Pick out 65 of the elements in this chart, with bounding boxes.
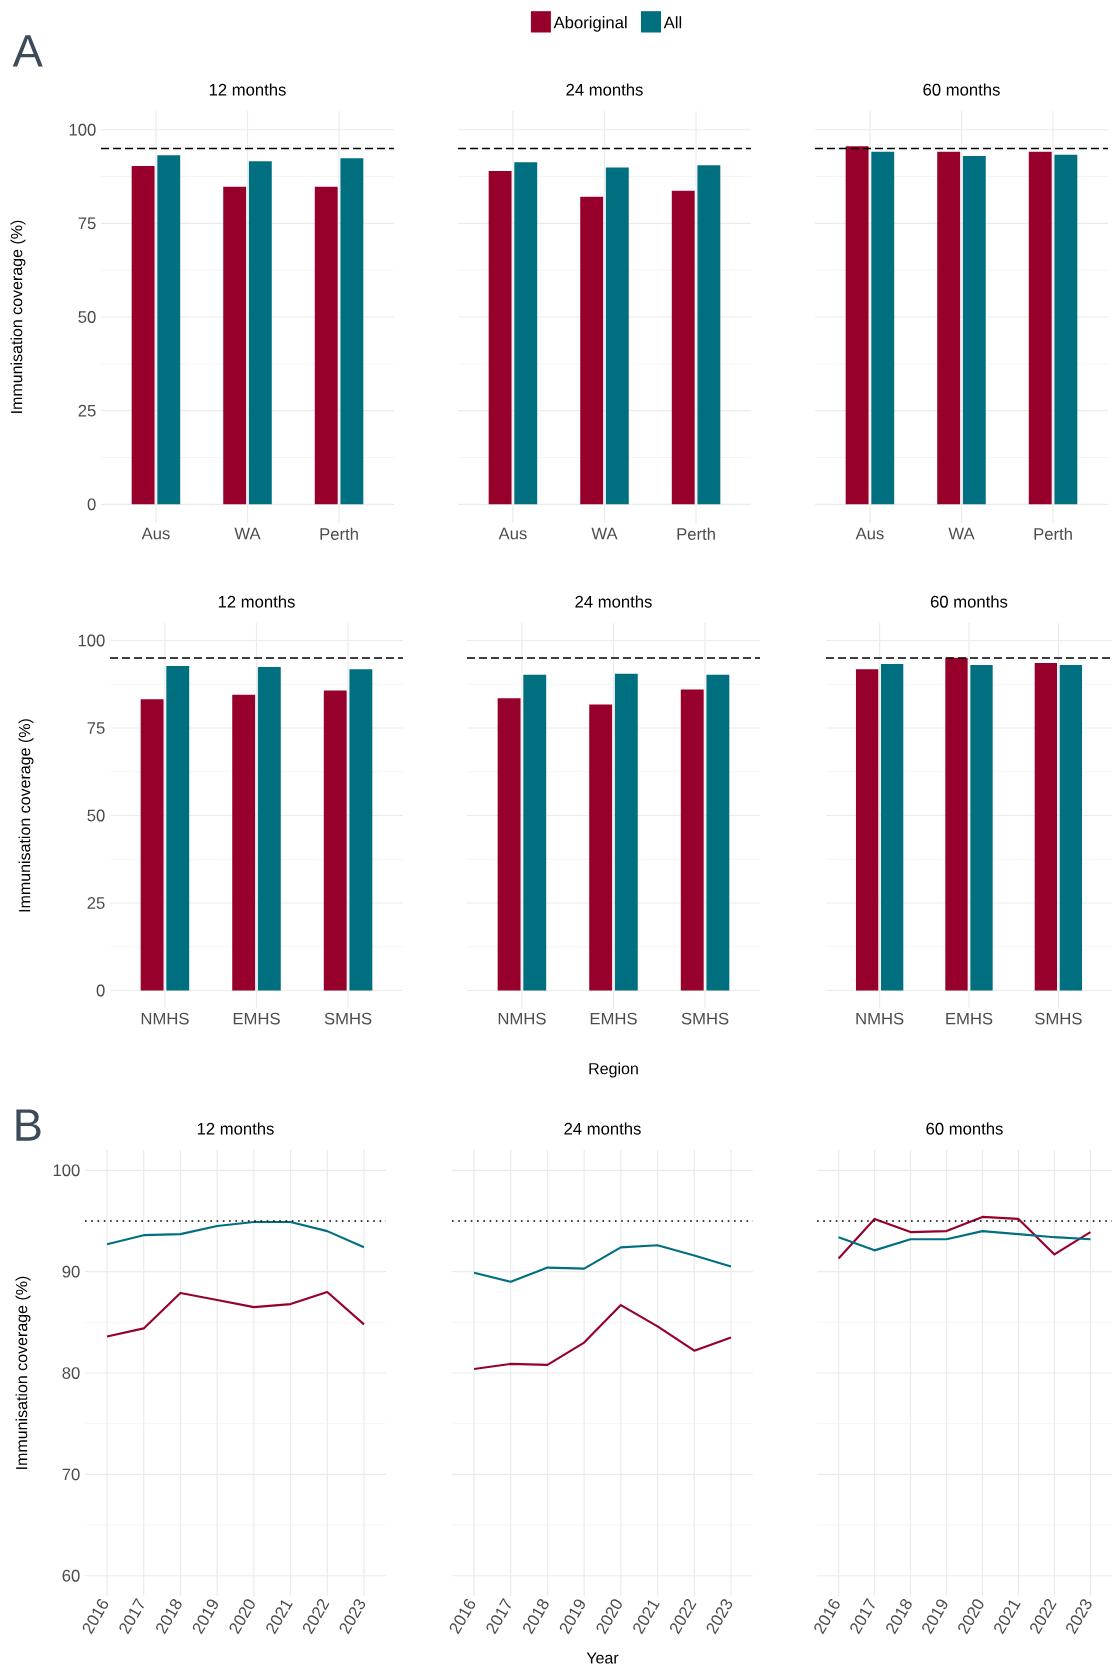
bar <box>580 196 604 505</box>
x-tick-label: Perth <box>677 527 715 540</box>
x-tick-label: Perth <box>320 527 358 540</box>
chart-title: 60 months <box>926 1122 1003 1135</box>
bar <box>514 162 538 505</box>
chart-title: 12 months <box>209 83 286 96</box>
x-tick-label: EMHS <box>233 1012 280 1025</box>
y-tick-label: 75 <box>87 722 105 734</box>
bar <box>257 667 281 991</box>
x-tick-label: Perth <box>1034 527 1072 540</box>
y-axis-title: Immunisation coverage (%) <box>10 220 26 413</box>
x-tick-label: EMHS <box>946 1012 993 1025</box>
chart-title: 60 months <box>930 595 1008 608</box>
x-tick-label: SMHS <box>324 1012 372 1025</box>
text: A <box>12 35 43 67</box>
y-tick-label: 25 <box>78 404 96 417</box>
y-tick-label: 0 <box>87 498 96 511</box>
x-tick-label: SMHS <box>1035 1012 1082 1025</box>
y-axis-title: Immunisation coverage (%) <box>15 1276 31 1469</box>
x-tick-label: Aus <box>855 527 884 540</box>
y-tick-label: 0 <box>96 984 105 997</box>
x-tick-label: NMHS <box>498 1012 546 1025</box>
x-tick-label: WA <box>948 527 975 540</box>
x-tick-label: Aus <box>141 527 170 540</box>
x-tick-label: NMHS <box>141 1012 189 1025</box>
bar <box>166 666 190 991</box>
x-tick-label: WA <box>234 527 261 540</box>
x-tick-label: NMHS <box>856 1012 904 1025</box>
y-tick-label: 100 <box>53 1164 80 1177</box>
y-tick-label: 80 <box>62 1367 80 1379</box>
x-tick-label: SMHS <box>681 1012 729 1025</box>
bar <box>488 170 512 505</box>
y-tick-label: 90 <box>62 1265 80 1278</box>
bar <box>323 690 347 991</box>
y-tick-label: 100 <box>78 634 105 647</box>
x-tick-label: EMHS <box>590 1012 637 1025</box>
chart-title: 24 months <box>566 83 643 96</box>
chart-title: 12 months <box>197 1122 274 1135</box>
line-series <box>105 1220 366 1249</box>
y-tick-label: 25 <box>87 897 105 909</box>
text: B <box>16 1109 41 1141</box>
chart-title: 60 months <box>923 83 1000 96</box>
x-tick-label: Aus <box>498 527 527 540</box>
chart-title: 24 months <box>564 1122 641 1135</box>
y-tick-label: 50 <box>87 809 105 822</box>
legend-label: All <box>663 16 682 29</box>
x-tick-label: WA <box>591 527 618 540</box>
bar <box>140 699 164 991</box>
x-axis-title: Region <box>589 1062 638 1078</box>
bar <box>349 669 373 991</box>
chart-title: 24 months <box>575 595 652 608</box>
y-tick-label: 50 <box>78 311 96 323</box>
y-axis-title: Immunisation coverage (%) <box>18 719 34 912</box>
chart-title: 12 months <box>218 595 295 608</box>
bar <box>232 694 256 991</box>
legend-label: Aboriginal <box>553 16 627 32</box>
y-tick-label: 60 <box>62 1569 80 1582</box>
x-axis-title: Year <box>586 1652 619 1664</box>
line-series <box>105 1290 366 1338</box>
bar <box>605 167 629 505</box>
bar <box>671 190 695 505</box>
y-tick-label: 70 <box>62 1468 80 1481</box>
y-tick-label: 100 <box>69 123 96 136</box>
bar <box>697 165 721 505</box>
y-tick-label: 75 <box>78 217 96 230</box>
